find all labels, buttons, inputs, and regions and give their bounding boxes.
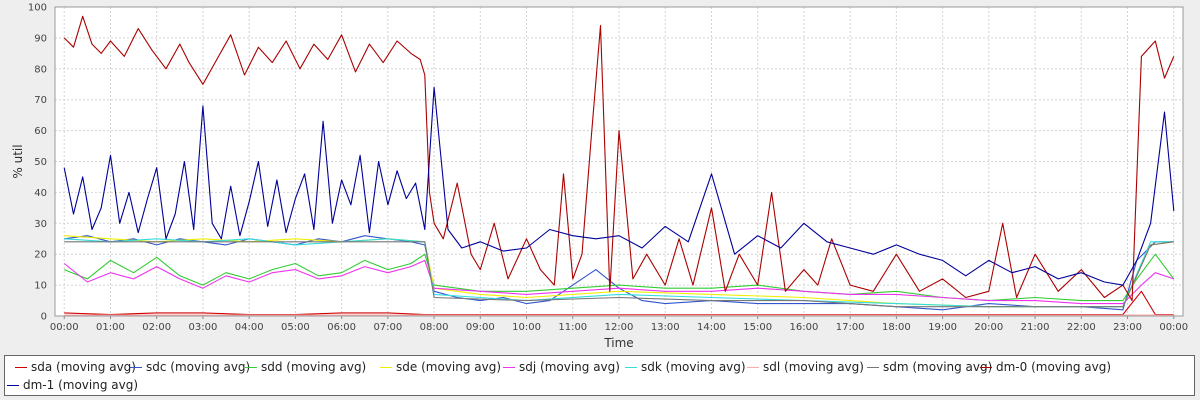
x-tick-label: 12:00 <box>605 322 634 333</box>
legend-item: sde (moving avg) <box>380 359 501 375</box>
x-tick-label: 13:00 <box>651 322 680 333</box>
legend-label: sdl (moving avg) <box>763 360 864 374</box>
axes <box>54 6 1184 319</box>
x-tick-label: 22:00 <box>1067 322 1096 333</box>
legend-item: sdm (moving avg) <box>867 359 992 375</box>
legend-swatch <box>380 366 392 368</box>
y-tick-label: 40 <box>34 188 47 199</box>
x-tick-label: 09:00 <box>466 322 495 333</box>
y-tick-label: 70 <box>34 95 47 106</box>
series-line-0 <box>64 290 1174 316</box>
legend-swatch <box>980 366 992 368</box>
legend-swatch <box>867 366 879 368</box>
line-chart: 0 10 20 30 40 50 60 70 80 90 100 00:00 01:00 02:00 03… <box>11 3 1188 351</box>
x-tick-label: 06:00 <box>327 322 356 333</box>
legend-swatch <box>245 366 257 368</box>
x-tick-labels: 00:00 01:00 02:00 03:00 04:00 05:00 06:00 07:00… <box>50 322 1188 333</box>
x-tick-label: 08:00 <box>420 322 449 333</box>
legend-item: sdk (moving avg) <box>625 359 746 375</box>
legend-swatch <box>747 366 759 368</box>
legend-item: sdc (moving avg) <box>130 359 250 375</box>
series-line-7 <box>64 241 1174 308</box>
x-tick-label: 11:00 <box>558 322 587 333</box>
x-tick-label: 19:00 <box>928 322 957 333</box>
legend-label: sdc (moving avg) <box>146 360 251 374</box>
y-tick-label: 100 <box>28 3 47 14</box>
x-tick-label: 17:00 <box>836 322 865 333</box>
x-tick-label: 01:00 <box>96 322 125 333</box>
legend-swatch <box>503 366 515 368</box>
legend-label: sde (moving avg) <box>396 360 502 374</box>
y-tick-label: 80 <box>34 64 47 75</box>
x-tick-label: 10:00 <box>512 322 541 333</box>
x-axis-title: Time <box>603 336 633 350</box>
x-tick-label: 21:00 <box>1021 322 1050 333</box>
legend-item: dm-0 (moving avg) <box>980 359 1111 375</box>
x-tick-label: 02:00 <box>142 322 171 333</box>
y-tick-label: 60 <box>34 126 47 137</box>
x-tick-label: 16:00 <box>790 322 819 333</box>
legend-item: dm-1 (moving avg) <box>7 377 138 393</box>
legend-swatch <box>15 366 27 368</box>
x-tick-label: 18:00 <box>882 322 911 333</box>
legend: sda (moving avg) sdc (moving avg) sdd (mov… <box>4 355 1195 396</box>
legend-label: sda (moving avg) <box>31 360 136 374</box>
legend-label: dm-0 (moving avg) <box>996 360 1112 374</box>
legend-label: sdj (moving avg) <box>519 360 620 374</box>
legend-item: sda (moving avg) <box>15 359 136 375</box>
legend-label: sdd (moving avg) <box>261 360 367 374</box>
y-tick-label: 0 <box>41 312 47 323</box>
y-axis-title: % util <box>11 144 25 178</box>
y-tick-label: 30 <box>34 219 47 230</box>
legend-label: sdk (moving avg) <box>641 360 746 374</box>
x-tick-label: 00:00 <box>1159 322 1188 333</box>
legend-item: sdd (moving avg) <box>245 359 366 375</box>
legend-swatch <box>625 366 637 368</box>
series-lines <box>63 15 1175 316</box>
legend-item: sdl (moving avg) <box>747 359 864 375</box>
plot-border <box>54 6 1184 317</box>
legend-label: dm-1 (moving avg) <box>23 378 139 392</box>
x-tick-label: 14:00 <box>697 322 726 333</box>
legend-swatch <box>7 384 19 386</box>
series-line-9 <box>63 86 1175 286</box>
x-tick-label: 04:00 <box>235 322 264 333</box>
series-line-8 <box>63 15 1175 302</box>
x-tick-label: 05:00 <box>281 322 310 333</box>
x-tick-label: 15:00 <box>743 322 772 333</box>
y-tick-label: 20 <box>34 250 47 261</box>
y-tick-label: 90 <box>34 33 47 44</box>
x-tick-label: 03:00 <box>189 322 218 333</box>
x-tick-label: 07:00 <box>373 322 402 333</box>
legend-swatch <box>130 366 142 368</box>
x-tick-label: 20:00 <box>974 322 1003 333</box>
x-tick-label: 00:00 <box>50 322 79 333</box>
y-tick-labels: 0 10 20 30 40 50 60 70 80 90 100 <box>28 3 47 323</box>
x-tick-label: 23:00 <box>1113 322 1142 333</box>
y-tick-label: 50 <box>34 157 47 168</box>
y-tick-label: 10 <box>34 281 47 292</box>
series-line-4 <box>63 259 1174 305</box>
series-line-1 <box>64 235 1174 311</box>
legend-item: sdj (moving avg) <box>503 359 620 375</box>
legend-label: sdm (moving avg) <box>883 360 993 374</box>
